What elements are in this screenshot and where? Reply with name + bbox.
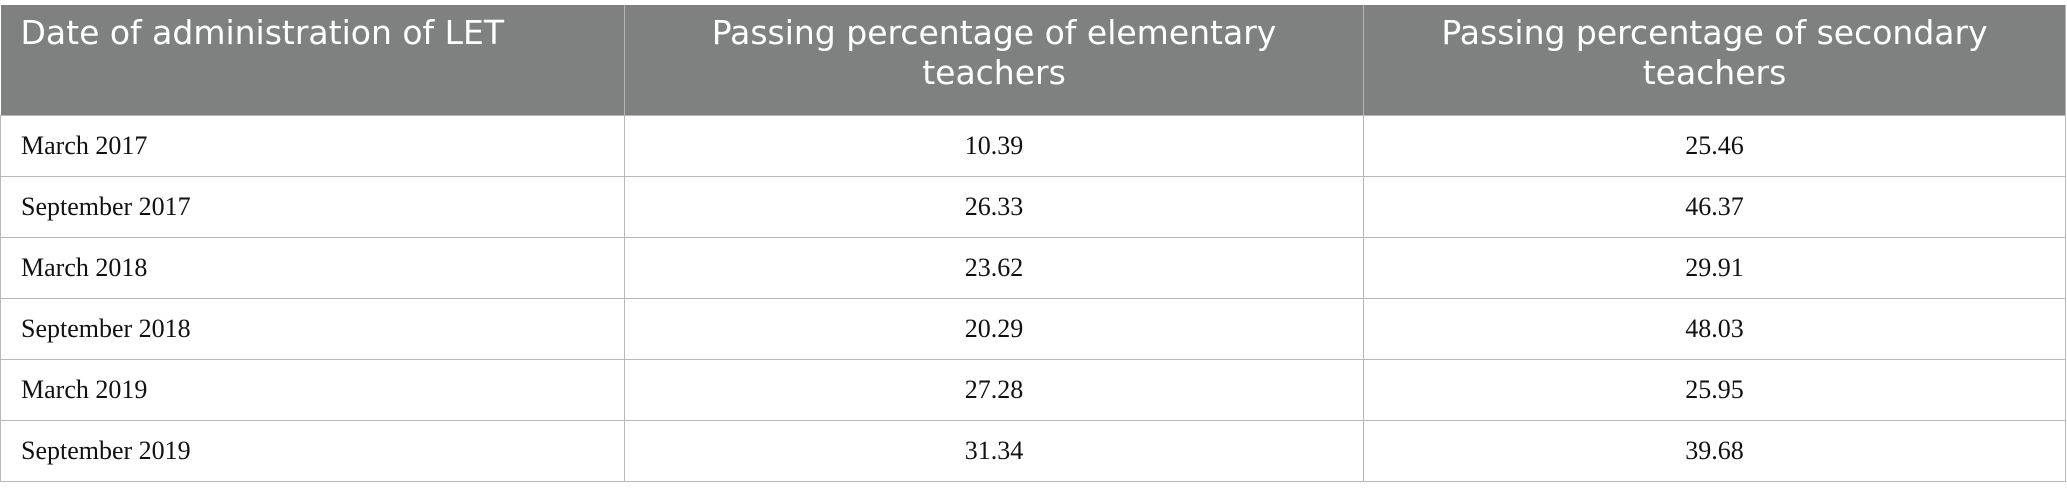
table-body: March 2017 10.39 25.46 September 2017 26.33 4…	[0, 114, 2066, 482]
table-cell: March 2017	[0, 114, 625, 177]
table-row: March 2019 27.28 25.95	[0, 358, 2066, 421]
table-cell: 25.95	[1363, 358, 2066, 421]
table-cell: September 2019	[0, 419, 625, 482]
table-cell: September 2018	[0, 297, 625, 360]
header-row: Date of administration of LET Passing per…	[0, 5, 2066, 115]
table-cell: 26.33	[624, 175, 1364, 238]
table-cell: 25.46	[1363, 114, 2066, 177]
table-row: September 2017 26.33 46.37	[0, 175, 2066, 238]
table-cell: 39.68	[1363, 419, 2066, 482]
table-row: March 2018 23.62 29.91	[0, 236, 2066, 299]
table-cell: 29.91	[1363, 236, 2066, 299]
table-row: September 2019 31.34 39.68	[0, 419, 2066, 482]
column-header: Date of administration of LET	[0, 5, 625, 115]
table-cell: 48.03	[1363, 297, 2066, 360]
table-cell: 27.28	[624, 358, 1364, 421]
column-header: Passing percentage of elementary teacher…	[624, 5, 1364, 115]
table-cell: 46.37	[1363, 175, 2066, 238]
table-cell: March 2018	[0, 236, 625, 299]
table-cell: September 2017	[0, 175, 625, 238]
data-table: Date of administration of LET Passing per…	[0, 5, 2066, 482]
table-cell: 31.34	[624, 419, 1364, 482]
column-header: Passing percentage of secondary teachers	[1363, 5, 2066, 115]
table-cell: 20.29	[624, 297, 1364, 360]
table-header: Date of administration of LET Passing per…	[0, 5, 2066, 115]
table-cell: March 2019	[0, 358, 625, 421]
table-cell: 23.62	[624, 236, 1364, 299]
table-row: September 2018 20.29 48.03	[0, 297, 2066, 360]
table-cell: 10.39	[624, 114, 1364, 177]
table-row: March 2017 10.39 25.46	[0, 114, 2066, 177]
